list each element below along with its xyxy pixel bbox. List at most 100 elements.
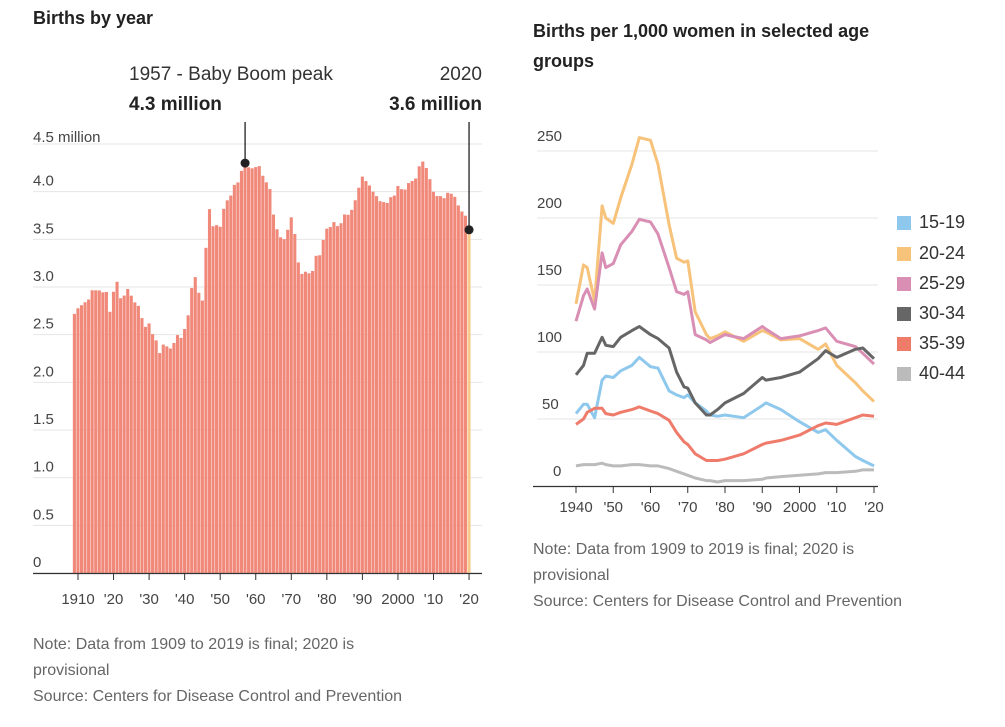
bar-1994 [375, 196, 379, 573]
bar-1958 [247, 167, 251, 573]
bar-1978 [318, 255, 322, 573]
x-tick-label: '10 [827, 499, 847, 516]
line-series-25-29 [574, 217, 876, 366]
y-tick-label: 4.0 [33, 173, 54, 190]
legend-item-35-39: 35-39 [897, 333, 965, 354]
bar-1938 [175, 335, 180, 573]
x-tick-label: '70 [678, 499, 698, 516]
bar-1948 [211, 226, 215, 574]
legend-item-15-19: 15-19 [897, 212, 965, 233]
bar-1914 [90, 290, 94, 573]
bar-1995 [378, 201, 382, 573]
legend-label: 20-24 [919, 243, 966, 263]
x-tick-label: '50 [603, 499, 623, 516]
x-tick-label: '50 [210, 591, 230, 608]
line-series-40-44 [575, 461, 874, 484]
bar-1967 [279, 237, 283, 573]
bar-1932 [154, 340, 158, 573]
y-tick-label: 1.5 [33, 411, 54, 428]
bar-1979 [321, 239, 325, 573]
legend-item-25-29: 25-29 [897, 273, 965, 294]
bar-1909 [72, 313, 76, 573]
bar-1951 [222, 208, 226, 573]
bar-1968 [282, 239, 286, 573]
peak-annotation-value: 4.3 million [129, 94, 222, 115]
bar-1965 [271, 214, 276, 573]
x-tick-label: 2000 [381, 591, 414, 608]
bar-1980 [325, 228, 329, 573]
bar-1993 [371, 191, 375, 573]
bar-2009 [428, 179, 432, 574]
legend-swatch [897, 336, 911, 351]
bar-1961 [257, 166, 261, 573]
x-tick-label: '80 [317, 591, 337, 608]
bar-2016 [453, 196, 457, 573]
left-chart-source: Source: Centers for Disease Control and … [33, 688, 403, 705]
x-tick-label: 2000 [783, 499, 816, 516]
y-tick-label: 3.5 [33, 220, 54, 237]
bar-1931 [151, 334, 155, 573]
y-tick-label: 0 [553, 463, 561, 480]
y-tick-label: 150 [537, 262, 562, 279]
line-series-20-24 [574, 136, 876, 403]
bar-1974 [303, 271, 308, 573]
bar-1923 [122, 295, 126, 573]
y-unit-label: 4.5 million [33, 129, 101, 146]
bar-1976 [311, 270, 315, 573]
y-tick-label: 50 [542, 396, 559, 413]
bar-1926 [133, 302, 137, 573]
y-tick-label: 3.0 [33, 268, 54, 285]
bar-1954 [232, 184, 236, 573]
bar-1917 [101, 292, 105, 573]
bar-1956 [239, 170, 244, 573]
bar-1924 [126, 289, 130, 573]
bar-1935 [165, 346, 169, 573]
bar-1910 [76, 308, 80, 573]
right-chart-source: Source: Centers for Disease Control and … [533, 593, 903, 610]
bar-1941 [186, 315, 190, 573]
legend-item-30-34: 30-34 [897, 303, 965, 324]
bar-1918 [104, 291, 108, 573]
x-tick-label: '40 [175, 591, 195, 608]
bar-1936 [168, 348, 172, 573]
bar-1989 [357, 187, 361, 573]
bar-2011 [435, 196, 439, 573]
bar-1988 [353, 200, 357, 573]
bar-1915 [94, 290, 98, 573]
bar-1940 [183, 329, 187, 573]
bar-1919 [108, 311, 112, 573]
legend-label: 40-44 [919, 363, 966, 383]
bar-2004 [410, 180, 414, 574]
x-tick-label: '30 [139, 591, 159, 608]
bar-1997 [385, 203, 389, 573]
bar-1964 [268, 189, 272, 574]
bar-2007 [421, 161, 425, 574]
y-tick-label: 2.0 [33, 363, 54, 380]
x-tick-label: '20 [864, 499, 884, 516]
right-chart-title: Births per 1,000 women in selected age g… [533, 21, 870, 71]
bar-1987 [350, 209, 354, 573]
bar-1920 [111, 291, 116, 573]
y-tick-label: 1.0 [33, 459, 54, 476]
peak-annotation-label: 1957 - Baby Boom peak [129, 64, 333, 85]
bar-1911 [79, 305, 84, 573]
bar-1982 [332, 222, 336, 573]
bar-2008 [424, 168, 428, 574]
bar-2003 [407, 183, 411, 573]
bar-1946 [204, 247, 208, 573]
left-chart-title: Births by year [33, 8, 154, 28]
bar-1944 [197, 292, 201, 573]
annotation-dot [240, 158, 250, 168]
bar-1957 [243, 163, 247, 574]
x-tick-label: 1940 [559, 499, 592, 516]
bar-1991 [364, 181, 368, 574]
y-tick-label: 200 [537, 195, 562, 212]
bar-1942 [190, 288, 194, 573]
legend-swatch [897, 276, 911, 291]
bar-1959 [250, 168, 254, 573]
bar-1996 [382, 202, 386, 574]
bar-2017 [456, 205, 460, 574]
x-tick-label: '90 [353, 591, 373, 608]
bar-1963 [264, 182, 268, 573]
